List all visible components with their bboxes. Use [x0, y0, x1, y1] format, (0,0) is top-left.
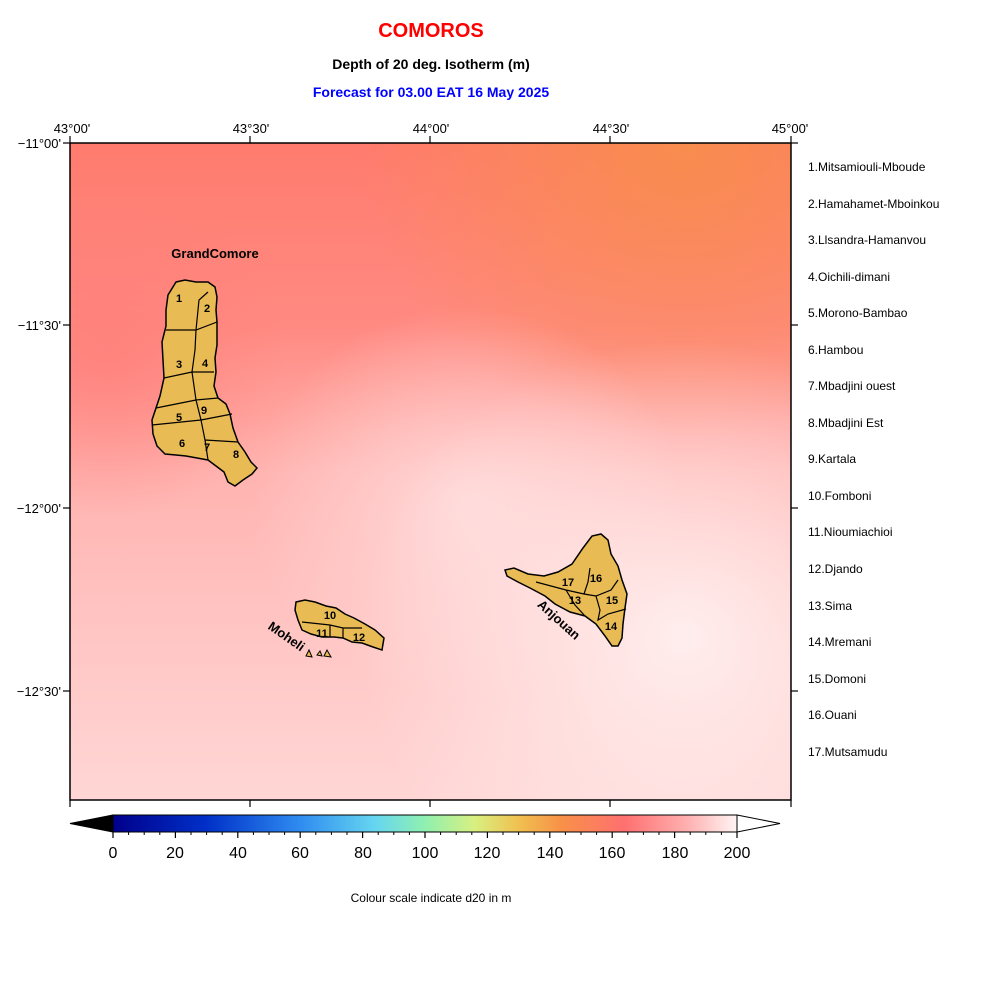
legend-item-15: 15.Domoni: [808, 672, 866, 686]
legend-item-1: 1.Mitsamiouli-Mboude: [808, 160, 926, 174]
island-label-grand-comore: GrandComore: [171, 246, 258, 261]
region-number-10: 10: [324, 610, 336, 622]
anjouan-island: [504, 533, 628, 647]
region-number-7: 7: [204, 442, 210, 454]
region-number-6: 6: [179, 438, 185, 450]
map-title: COMOROS: [378, 20, 484, 42]
lon-label-45-00: 45°00': [772, 121, 809, 136]
lat-label-12-00: −12°00': [17, 501, 61, 516]
cbar-label-160: 160: [599, 845, 626, 862]
lon-label-43-30: 43°30': [233, 121, 270, 136]
legend-item-14: 14.Mremani: [808, 635, 871, 649]
legend-item-9: 9.Kartala: [808, 452, 856, 466]
lon-label-43-00: 43°00': [54, 121, 91, 136]
colorbar-tick-labels: 0 20 40 60 80 100 120 140 160 180 200: [109, 845, 751, 862]
region-number-11: 11: [316, 628, 328, 640]
region-number-12: 12: [353, 632, 365, 644]
grand-comore-island: [151, 279, 259, 487]
region-number-1: 1: [176, 293, 182, 305]
d20-field: [70, 143, 791, 800]
colorbar-low-triangle: [69, 814, 114, 833]
region-number-15: 15: [606, 595, 618, 607]
cbar-label-60: 60: [291, 845, 309, 862]
legend-item-13: 13.Sima: [808, 599, 852, 613]
cbar-label-180: 180: [662, 845, 689, 862]
lon-label-44-00: 44°00': [413, 121, 450, 136]
legend-item-6: 6.Hambou: [808, 343, 863, 357]
cbar-label-100: 100: [412, 845, 439, 862]
region-number-13: 13: [569, 595, 581, 607]
region-legend: 1.Mitsamiouli-Mboude 2.Hamahamet-Mboinko…: [808, 160, 939, 759]
region-number-17: 17: [562, 577, 574, 589]
region-number-14: 14: [605, 621, 618, 633]
region-number-16: 16: [590, 573, 602, 585]
cbar-label-120: 120: [474, 845, 501, 862]
colorbar: [69, 814, 781, 838]
moheli-island: [294, 599, 385, 658]
region-number-2: 2: [204, 303, 210, 315]
lat-label-12-30: −12°30': [17, 684, 61, 699]
cbar-label-200: 200: [724, 845, 751, 862]
legend-item-3: 3.Llsandra-Hamanvou: [808, 233, 926, 247]
cbar-label-20: 20: [166, 845, 184, 862]
legend-item-8: 8.Mbadjini Est: [808, 416, 884, 430]
cbar-label-0: 0: [109, 845, 118, 862]
legend-item-2: 2.Hamahamet-Mboinkou: [808, 197, 939, 211]
forecast-time: Forecast for 03.00 EAT 16 May 2025: [312, 84, 550, 100]
region-number-3: 3: [176, 359, 182, 371]
map-subtitle: Depth of 20 deg. Isotherm (m): [332, 56, 530, 72]
cbar-label-40: 40: [229, 845, 247, 862]
colorbar-high-triangle: [736, 814, 781, 833]
legend-item-4: 4.Oichili-dimani: [808, 270, 890, 284]
colorbar-caption: Colour scale indicate d20 in m: [351, 891, 512, 905]
cbar-label-140: 140: [537, 845, 564, 862]
lon-label-44-30: 44°30': [593, 121, 630, 136]
legend-item-17: 17.Mutsamudu: [808, 745, 887, 759]
cbar-label-80: 80: [354, 845, 372, 862]
axis-ticks: [63, 136, 798, 807]
legend-item-12: 12.Djando: [808, 562, 863, 576]
region-number-labels: 1 2 3 4 5 6 7 8 9 10 11 12 13 14 15 16 1…: [176, 293, 618, 644]
region-number-5: 5: [176, 412, 182, 424]
legend-item-16: 16.Ouani: [808, 708, 857, 722]
lat-label-11-30: −11°30': [18, 318, 61, 333]
region-number-4: 4: [202, 358, 209, 370]
legend-item-10: 10.Fomboni: [808, 489, 871, 503]
legend-item-7: 7.Mbadjini ouest: [808, 379, 896, 393]
lat-label-11-00: −11°00': [18, 136, 61, 151]
legend-item-11: 11.Nioumiachioi: [808, 525, 893, 539]
region-number-9: 9: [201, 405, 207, 417]
region-number-8: 8: [233, 449, 239, 461]
legend-item-5: 5.Morono-Bambao: [808, 306, 908, 320]
